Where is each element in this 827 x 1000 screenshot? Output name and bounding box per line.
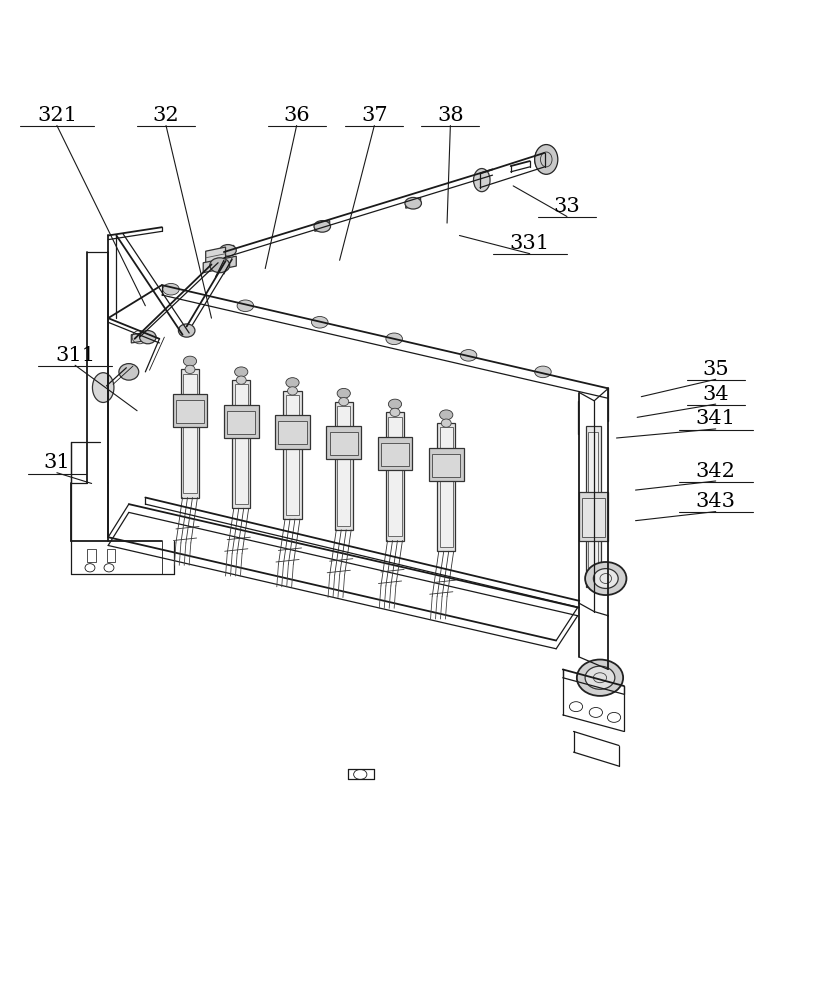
Text: 31: 31 [44,453,70,472]
Ellipse shape [385,333,402,345]
Text: 311: 311 [55,346,95,365]
Ellipse shape [593,569,618,588]
Bar [439,427,452,547]
Ellipse shape [287,387,297,395]
Ellipse shape [183,356,196,366]
Ellipse shape [390,408,399,417]
Bar [385,412,404,541]
Bar [581,498,605,537]
Bar [579,492,608,541]
Bar [428,448,463,481]
Bar [388,417,401,536]
Bar [172,394,207,427]
Ellipse shape [236,376,246,384]
Ellipse shape [439,410,452,420]
Ellipse shape [234,367,247,377]
Ellipse shape [178,324,194,337]
Text: 331: 331 [509,234,549,253]
Ellipse shape [311,316,327,328]
Bar [380,443,409,466]
Ellipse shape [219,245,236,256]
Polygon shape [131,332,148,343]
Text: 342: 342 [695,462,734,481]
Ellipse shape [184,365,194,374]
Ellipse shape [460,350,476,361]
Text: 36: 36 [283,106,309,125]
Bar [432,454,460,477]
Bar [175,400,203,423]
Ellipse shape [140,331,156,344]
Bar [232,380,250,508]
Bar [377,437,412,470]
Ellipse shape [534,366,551,378]
Bar [334,402,352,530]
Ellipse shape [585,562,626,595]
Bar [285,395,299,515]
Ellipse shape [404,197,421,209]
Ellipse shape [388,399,401,409]
Ellipse shape [93,373,114,402]
Text: 33: 33 [553,197,580,216]
Ellipse shape [534,148,551,171]
Bar [326,426,361,459]
Bar [88,549,96,562]
Ellipse shape [534,145,557,174]
Bar [283,391,301,519]
Text: 34: 34 [701,385,728,404]
Ellipse shape [119,364,139,380]
Bar [275,415,309,449]
Ellipse shape [285,378,299,388]
Bar [329,432,357,455]
Bar [278,421,306,444]
Ellipse shape [441,419,451,427]
Ellipse shape [576,660,623,696]
Ellipse shape [337,388,350,398]
Bar [180,369,198,498]
Text: 343: 343 [695,492,735,511]
Ellipse shape [473,169,490,192]
Text: 37: 37 [361,106,387,125]
Ellipse shape [163,283,179,295]
Text: 38: 38 [437,106,463,125]
Ellipse shape [313,221,330,232]
Polygon shape [203,256,236,273]
Bar [337,406,350,526]
Bar [107,549,115,562]
Text: 35: 35 [701,360,728,379]
Text: 321: 321 [37,106,77,125]
Ellipse shape [209,258,229,273]
Bar [588,432,598,583]
Text: 341: 341 [695,409,735,428]
Bar [223,405,258,438]
Bar [437,423,455,551]
Bar [586,426,600,587]
Polygon shape [405,197,420,208]
Bar [183,374,196,493]
Polygon shape [314,221,329,231]
Ellipse shape [338,398,348,406]
Text: 32: 32 [152,106,179,125]
Bar [234,384,247,504]
Ellipse shape [237,300,253,312]
Bar [227,411,255,434]
Polygon shape [222,245,233,254]
Polygon shape [205,247,225,264]
Ellipse shape [585,666,614,689]
